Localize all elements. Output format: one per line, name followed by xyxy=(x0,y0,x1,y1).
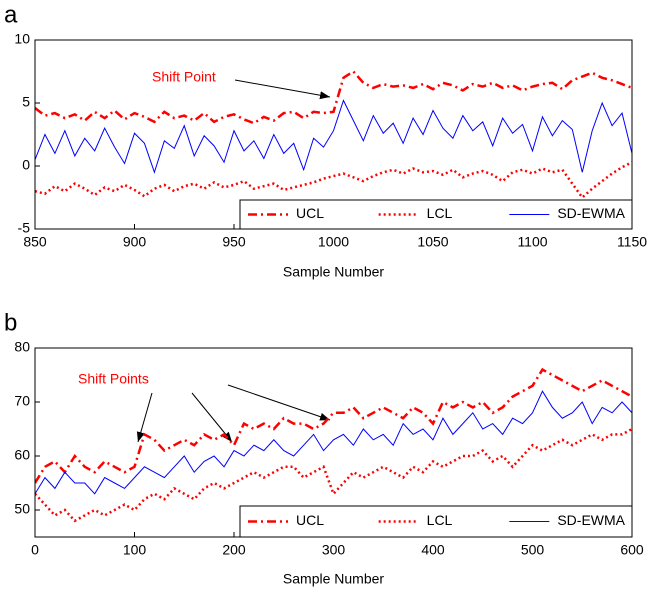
annotation: Shift Point xyxy=(152,69,216,85)
series-line xyxy=(35,427,632,523)
legend-label: LCL xyxy=(427,512,453,528)
x-tick-label: 400 xyxy=(421,542,445,558)
y-tick-label: 70 xyxy=(14,393,30,409)
y-tick-label: 50 xyxy=(14,501,30,517)
annotation-arrow xyxy=(227,384,331,421)
y-tick-label: 60 xyxy=(14,447,30,463)
y-tick-label: 0 xyxy=(22,157,30,173)
x-tick-label: 1150 xyxy=(617,234,647,250)
legend-box xyxy=(239,505,633,538)
x-tick-label: 600 xyxy=(620,542,644,558)
legend-label: UCL xyxy=(296,512,324,528)
x-tick-label: 200 xyxy=(222,542,246,558)
x-tick-label: 1100 xyxy=(517,234,547,250)
series-line xyxy=(35,367,632,484)
x-tick-label: 1000 xyxy=(318,234,349,250)
x-tick-label: 0 xyxy=(31,542,39,558)
x-tick-label: 300 xyxy=(322,542,346,558)
annotation-arrow xyxy=(136,392,153,443)
x-tick-label: 1050 xyxy=(417,234,448,250)
legend-label: UCL xyxy=(296,205,324,221)
legend-label: SD-EWMA xyxy=(557,512,625,528)
series-line xyxy=(35,390,632,495)
x-tick-label: 100 xyxy=(123,542,147,558)
y-tick-label: -5 xyxy=(18,220,31,236)
series-line xyxy=(35,161,632,200)
annotation: Shift Points xyxy=(78,371,149,387)
x-tick-label: 500 xyxy=(521,542,545,558)
y-tick-label: 80 xyxy=(14,339,30,355)
x-tick-label: 950 xyxy=(222,234,246,250)
series-line xyxy=(35,99,632,174)
series-line xyxy=(35,69,632,125)
annotation-arrow xyxy=(191,392,233,443)
legend-label: SD-EWMA xyxy=(557,205,625,221)
y-tick-label: 10 xyxy=(14,31,30,47)
panel-label: a xyxy=(4,1,18,28)
legend-label: LCL xyxy=(427,205,453,221)
x-tick-label: 850 xyxy=(23,234,47,250)
y-tick-label: 5 xyxy=(22,94,30,110)
panel-label: b xyxy=(4,309,17,336)
annotation-arrow xyxy=(234,79,331,100)
x-tick-label: 900 xyxy=(123,234,147,250)
x-axis-label: Sample Number xyxy=(283,264,384,280)
legend-box xyxy=(239,199,633,230)
x-axis-label: Sample Number xyxy=(283,571,384,587)
